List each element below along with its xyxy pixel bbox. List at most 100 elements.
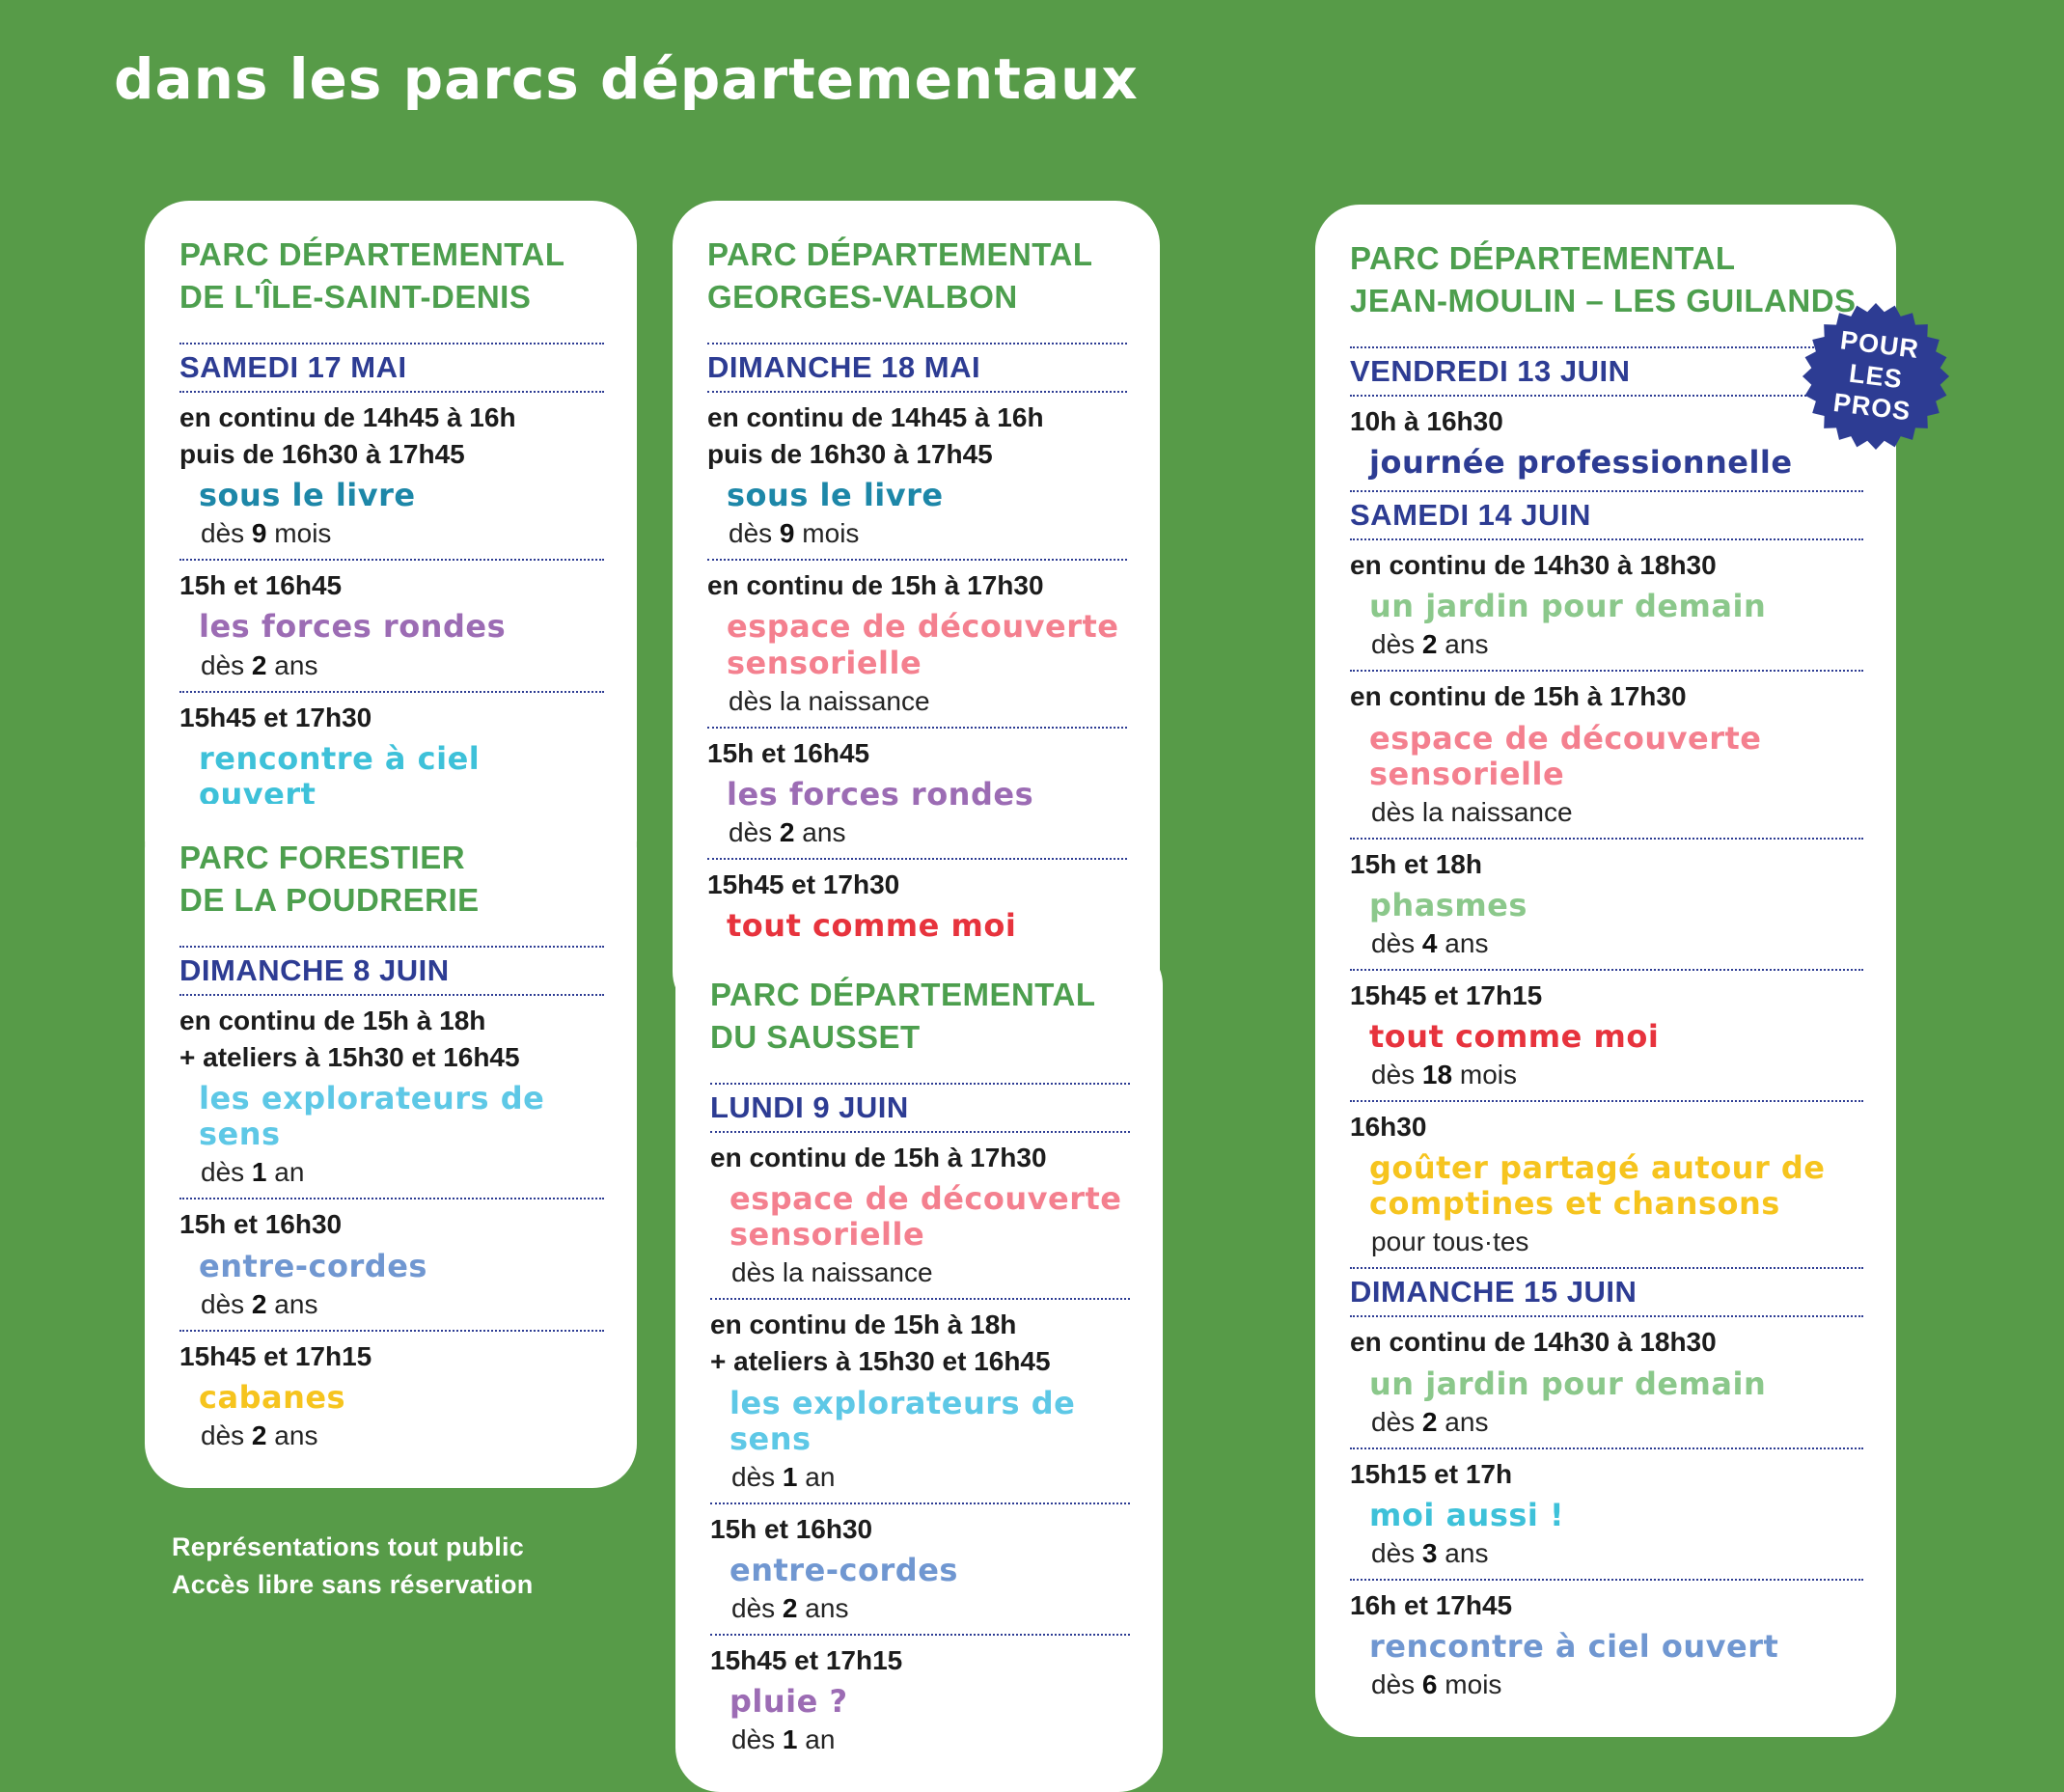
age-unit: mois: [1452, 1060, 1517, 1090]
event-name: pluie ?: [729, 1683, 848, 1721]
age-text: dès: [201, 1288, 245, 1319]
event-name: entre-cordes: [729, 1551, 958, 1588]
age-number: 2: [1415, 1406, 1438, 1437]
age-text: dès: [1371, 1406, 1416, 1437]
event-slot: 16h30 goûter partagé autour de comptines …: [1350, 1102, 1863, 1270]
age-text: dès: [201, 518, 245, 549]
card-parc-ile-saint-denis: PARC DÉPARTEMENTAL DE L'ÎLE-SAINT-DENIS …: [145, 201, 637, 885]
age-unit: mois: [1437, 1669, 1502, 1699]
time-line: 10h à 16h30: [1350, 406, 1503, 437]
age-number: 2: [772, 816, 795, 847]
event-name: cabanes: [199, 1378, 346, 1416]
time-line: en continu de 15h à 18h: [179, 1006, 486, 1036]
time-line: + ateliers à 15h30 et 16h45: [710, 1346, 1051, 1377]
time-line: 15h45 et 17h15: [710, 1644, 903, 1675]
age-text: dès: [731, 1461, 776, 1492]
event-name: un jardin pour demain: [1369, 1365, 1767, 1402]
event-slot: 15h et 18h phasmes dès 4 ans: [1350, 840, 1863, 971]
age-number: 2: [775, 1592, 798, 1623]
age-text: dès: [1371, 927, 1416, 958]
schedule-list: DIMANCHE 8 JUIN en continu de 15h à 18h + …: [179, 946, 604, 1461]
event-name: rencontre à ciel ouvert: [1369, 1627, 1779, 1665]
time-line: en continu de 14h45 à 16h: [179, 402, 516, 433]
event-name: espace de découverte sensorielle: [1369, 719, 1762, 792]
event-name: tout comme moi: [1369, 1018, 1660, 1056]
time-line: 15h et 16h30: [710, 1513, 873, 1544]
age-line: dès la naissance: [707, 684, 1127, 720]
card-parc-du-sausset: PARC DÉPARTEMENTAL DU SAUSSET LUNDI 9 JU…: [675, 941, 1163, 1792]
age-unit: an: [797, 1461, 836, 1492]
event-slot: 15h15 et 17h moi aussi ! dès 3 ans: [1350, 1449, 1863, 1581]
age-text: dès: [729, 518, 773, 549]
date-header: LUNDI 9 JUIN: [710, 1083, 1130, 1134]
age-text: dès la naissance: [1371, 796, 1573, 827]
age-text: dès: [731, 1592, 776, 1623]
date-header: DIMANCHE 18 MAI: [707, 343, 1127, 394]
time-line: 16h30: [1350, 1112, 1427, 1143]
event-name: un jardin pour demain: [1369, 588, 1767, 625]
park-title: PARC DÉPARTEMENTAL JEAN-MOULIN – LES GUI…: [1350, 237, 1863, 321]
time-line: en continu de 15h à 17h30: [710, 1143, 1047, 1173]
event-name: espace de découverte sensorielle: [729, 1180, 1122, 1254]
age-number: 1: [244, 1157, 267, 1188]
card-parc-jean-moulin-les-guilands: PARC DÉPARTEMENTAL JEAN-MOULIN – LES GUI…: [1315, 205, 1896, 1737]
time-line: 15h et 16h30: [179, 1209, 343, 1240]
badge-text: POUR LES PROS: [1792, 292, 1960, 460]
age-line: dès 6 mois: [1350, 1668, 1863, 1703]
schedule-list: VENDREDI 13 JUIN 10h à 16h30 journée profe…: [1350, 346, 1863, 1710]
age-line: dès 2 ans: [179, 648, 604, 684]
time-line: en continu de 15h à 17h30: [707, 570, 1044, 601]
time-line: 15h et 16h45: [707, 737, 870, 768]
age-text: dès la naissance: [731, 1257, 933, 1288]
age-line: dès 2 ans: [707, 815, 1127, 851]
age-number: 1: [775, 1461, 798, 1492]
age-number: 9: [244, 518, 267, 549]
age-text: dès: [731, 1724, 776, 1755]
event-name: journée professionnelle: [1369, 444, 1793, 482]
age-unit: ans: [794, 816, 846, 847]
age-text: dès: [1371, 629, 1416, 660]
park-title-line: JEAN-MOULIN – LES GUILANDS: [1350, 282, 1857, 318]
time-line: puis de 16h30 à 17h45: [707, 439, 993, 470]
park-title-line: PARC DÉPARTEMENTAL: [179, 236, 565, 272]
age-line: dès 2 ans: [710, 1591, 1130, 1627]
age-text: dès: [729, 816, 773, 847]
schedule-list: LUNDI 9 JUIN en continu de 15h à 17h30 esp…: [710, 1083, 1130, 1765]
time-line: 15h et 16h45: [179, 570, 343, 601]
age-line: dès la naissance: [710, 1255, 1130, 1291]
date-header: DIMANCHE 8 JUIN: [179, 946, 604, 997]
event-slot: en continu de 15h à 18h + ateliers à 15h3…: [710, 1300, 1130, 1504]
age-text: dès: [1371, 1669, 1416, 1699]
card-parc-georges-valbon: PARC DÉPARTEMENTAL GEORGES-VALBON DIMANC…: [673, 201, 1160, 1017]
age-unit: ans: [266, 1420, 318, 1450]
date-header: VENDREDI 13 JUIN: [1350, 346, 1863, 398]
age-text: dès: [1371, 1060, 1416, 1090]
time-line: 15h et 18h: [1350, 848, 1482, 879]
event-slot: en continu de 14h30 à 18h30 un jardin pou…: [1350, 1317, 1863, 1449]
age-unit: mois: [794, 518, 860, 549]
schedule-list: DIMANCHE 18 MAI en continu de 14h45 à 16h…: [707, 343, 1127, 989]
footer-note: Représentations tout public Accès libre …: [172, 1529, 534, 1604]
age-unit: ans: [797, 1592, 849, 1623]
event-slot: en continu de 15h à 18h + ateliers à 15h3…: [179, 996, 604, 1200]
time-line: 15h45 et 17h30: [707, 868, 900, 899]
park-title: PARC DÉPARTEMENTAL DE L'ÎLE-SAINT-DENIS: [179, 234, 604, 317]
event-name: sous le livre: [199, 477, 416, 514]
age-text: dès: [1371, 1537, 1416, 1568]
park-title-line: DE L'ÎLE-SAINT-DENIS: [179, 278, 532, 315]
time-line: 15h45 et 17h30: [179, 702, 372, 732]
event-slot: en continu de 14h45 à 16h puis de 16h30 à…: [179, 393, 604, 562]
event-slot: 15h et 16h45 les forces rondes dès 2 ans: [179, 561, 604, 693]
seal-icon: [1802, 302, 1950, 451]
event-name: sous le livre: [727, 477, 944, 514]
event-name: goûter partagé autour de comptines et ch…: [1369, 1149, 1826, 1223]
park-title: PARC DÉPARTEMENTAL GEORGES-VALBON: [707, 234, 1127, 317]
event-slot: 15h et 16h30 entre-cordes dès 2 ans: [710, 1504, 1130, 1636]
time-line: 15h45 et 17h15: [179, 1340, 372, 1371]
event-name: espace de découverte sensorielle: [727, 608, 1119, 681]
age-number: 2: [244, 1288, 267, 1319]
park-title-line: DE LA POUDRERIE: [179, 881, 480, 918]
park-title-line: PARC FORESTIER: [179, 840, 466, 875]
event-name: tout comme moi: [727, 906, 1017, 944]
age-unit: ans: [1437, 1537, 1489, 1568]
